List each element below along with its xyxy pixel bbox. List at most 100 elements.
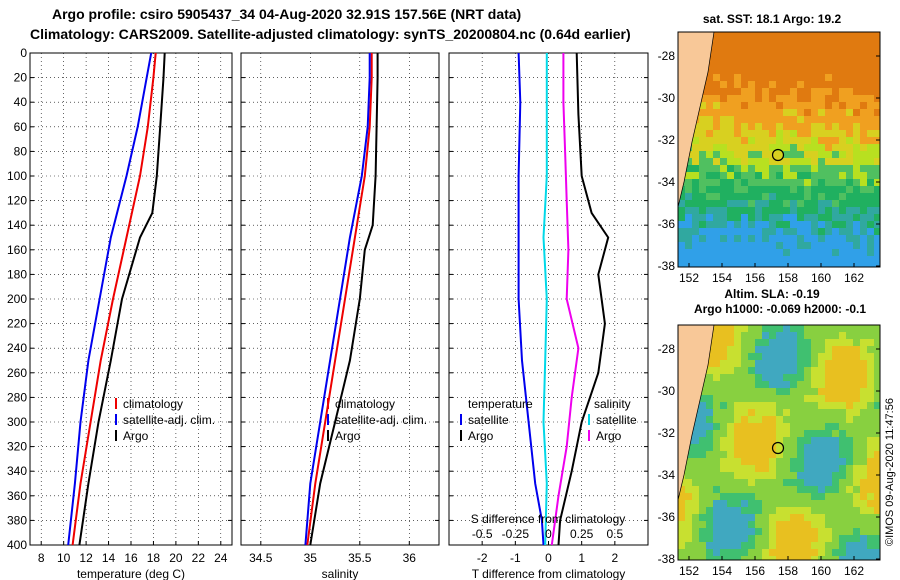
map-cell [797, 158, 804, 165]
map-cell [727, 416, 734, 423]
map-cell [699, 493, 706, 500]
map-cell [713, 430, 720, 437]
depth-tick-label: 360 [7, 489, 27, 503]
map-cell [818, 242, 825, 249]
map-cell [832, 60, 839, 67]
map-cell [797, 514, 804, 521]
map-cell [755, 507, 762, 514]
map-cell [699, 458, 706, 465]
map-cell [748, 228, 755, 235]
map-cell [692, 137, 699, 144]
map-cell [846, 165, 853, 172]
map-cell [818, 95, 825, 102]
map-cell [832, 32, 839, 39]
map-cell [832, 130, 839, 137]
map-cell [692, 172, 699, 179]
map-cell [832, 172, 839, 179]
map-cell [748, 256, 755, 263]
map-cell [776, 200, 783, 207]
map-cell [741, 465, 748, 472]
map-cell [874, 102, 880, 109]
map-cell [818, 235, 825, 242]
map-cell [783, 242, 790, 249]
map-cell [748, 444, 755, 451]
map-cell [769, 46, 776, 53]
map-cell [804, 360, 811, 367]
map-cell [825, 528, 832, 535]
map-cell [846, 263, 853, 267]
map-cell [727, 360, 734, 367]
map-cell [860, 123, 867, 130]
x2-tick-label: 0 [545, 527, 552, 541]
map-cell [860, 151, 867, 158]
map-cell [818, 158, 825, 165]
map-cell [846, 514, 853, 521]
map-cell [797, 549, 804, 556]
map-cell [678, 542, 685, 549]
map-cell [846, 437, 853, 444]
map-cell [874, 339, 880, 346]
map-cell [867, 409, 874, 416]
map-cell [790, 521, 797, 528]
map-cell [797, 193, 804, 200]
map-cell [853, 74, 860, 81]
map-cell [776, 353, 783, 360]
map-cell [797, 214, 804, 221]
map-cell [839, 444, 846, 451]
map-cell [748, 549, 755, 556]
map-cell [790, 437, 797, 444]
map-cell [678, 228, 685, 235]
map-cell [678, 256, 685, 263]
map-cell [825, 402, 832, 409]
map-cell [734, 249, 741, 256]
map-cell [699, 500, 706, 507]
map-cell [860, 249, 867, 256]
map-cell [874, 67, 880, 74]
map-cell [776, 535, 783, 542]
map-cell [678, 500, 685, 507]
map-cell [727, 53, 734, 60]
map-cell [748, 542, 755, 549]
map-cell [832, 123, 839, 130]
map-cell [720, 109, 727, 116]
map-cell [706, 374, 713, 381]
map-cell [720, 74, 727, 81]
map-cell [853, 493, 860, 500]
map-cell [748, 137, 755, 144]
map-cell [713, 158, 720, 165]
map-cell [762, 53, 769, 60]
map-cell [755, 444, 762, 451]
map-cell [790, 95, 797, 102]
map-cell [783, 416, 790, 423]
map-cell [804, 242, 811, 249]
map-cell [874, 39, 880, 46]
map-cell [720, 395, 727, 402]
map-cell [846, 528, 853, 535]
map-cell [811, 158, 818, 165]
map-cell [874, 242, 880, 249]
map-cell [762, 528, 769, 535]
map-cell [825, 53, 832, 60]
map-cell [867, 430, 874, 437]
map-cell [755, 374, 762, 381]
map-cell [720, 521, 727, 528]
map-cell [853, 144, 860, 151]
map-cell [804, 556, 811, 560]
map-cell [692, 214, 699, 221]
lon-tick-label: 154 [712, 271, 732, 285]
map-cell [741, 472, 748, 479]
map-cell [678, 507, 685, 514]
map-cell [811, 542, 818, 549]
map-cell [853, 542, 860, 549]
map-cell [825, 353, 832, 360]
map-cell [825, 409, 832, 416]
map-cell [748, 116, 755, 123]
map-cell [818, 165, 825, 172]
map-cell [741, 74, 748, 81]
map-cell [804, 158, 811, 165]
map-cell [734, 325, 741, 332]
map-cell [853, 53, 860, 60]
map-cell [853, 360, 860, 367]
map-cell [713, 486, 720, 493]
map-cell [692, 186, 699, 193]
